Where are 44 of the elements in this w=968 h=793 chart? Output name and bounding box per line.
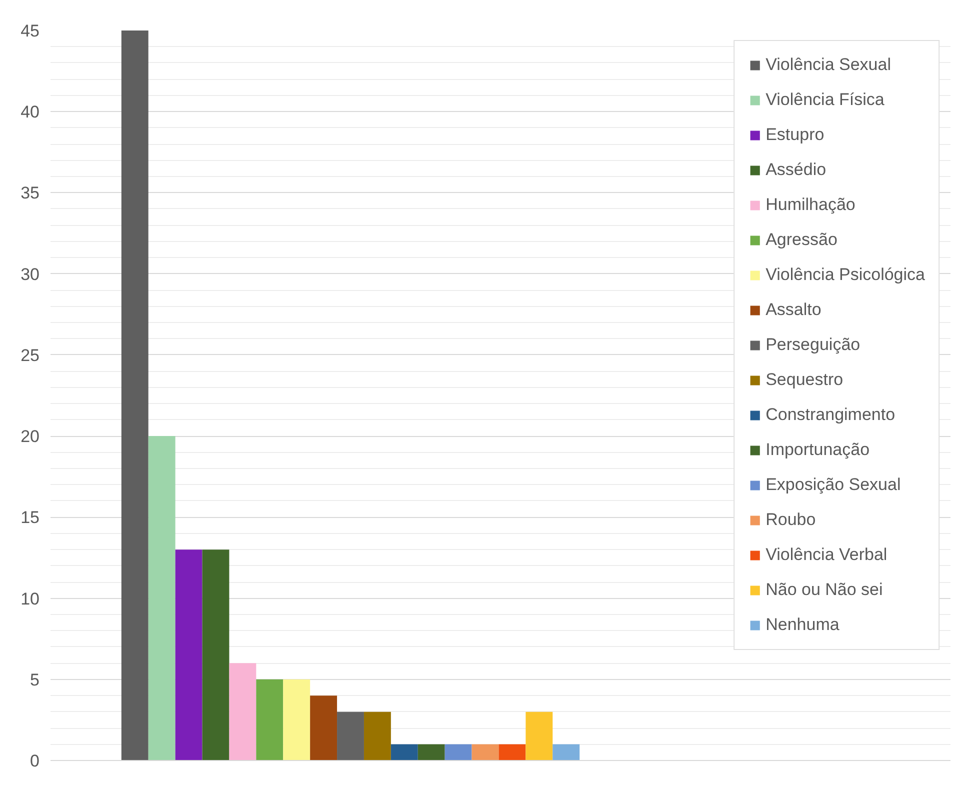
legend-label: Nenhuma bbox=[766, 615, 840, 635]
y-tick-label: 0 bbox=[30, 752, 40, 770]
legend-label: Roubo bbox=[766, 510, 816, 530]
bar bbox=[552, 744, 580, 760]
bar bbox=[337, 712, 364, 760]
y-tick-label: 45 bbox=[20, 22, 40, 40]
y-tick-label: 30 bbox=[20, 264, 40, 284]
legend-label: Perseguição bbox=[766, 335, 860, 355]
legend-label: Violência Psicológica bbox=[766, 265, 925, 285]
y-tick-label: 35 bbox=[20, 184, 40, 203]
legend-label: Não ou Não sei bbox=[766, 580, 883, 600]
legend-label: Sequestro bbox=[766, 370, 844, 390]
legend-label: Violência Física bbox=[766, 90, 884, 110]
legend-label: Humilhação bbox=[766, 195, 856, 215]
bar bbox=[310, 696, 338, 760]
y-tick-label: 15 bbox=[20, 508, 40, 528]
bar bbox=[283, 679, 310, 760]
legend-label: Exposição Sexual bbox=[766, 475, 901, 495]
legend-label: Constrangimento bbox=[766, 405, 896, 425]
bar bbox=[148, 436, 176, 760]
bar bbox=[256, 679, 284, 760]
legend-label: Assalto bbox=[766, 300, 822, 320]
bar bbox=[418, 744, 445, 760]
bar bbox=[526, 712, 553, 760]
bar bbox=[202, 550, 230, 760]
legend-label: Estupro bbox=[766, 125, 824, 145]
bar bbox=[229, 663, 256, 760]
bar bbox=[444, 744, 472, 760]
legend-label: Violência Sexual bbox=[766, 55, 891, 75]
y-tick-label: 25 bbox=[20, 346, 40, 365]
bar bbox=[175, 550, 202, 760]
legend-label: Importunação bbox=[766, 440, 870, 460]
y-tick-label: 5 bbox=[30, 670, 40, 690]
legend-label: Agressão bbox=[766, 230, 838, 250]
y-tick-label: 20 bbox=[20, 427, 40, 446]
bar bbox=[390, 744, 418, 760]
y-tick-label: 10 bbox=[20, 589, 40, 608]
legend-label: Violência Verbal bbox=[766, 545, 888, 565]
y-tick-label: 40 bbox=[20, 102, 40, 122]
bar bbox=[498, 744, 526, 760]
legend-label: Assédio bbox=[766, 160, 826, 180]
bar bbox=[364, 712, 391, 760]
bar bbox=[472, 744, 499, 760]
bar bbox=[121, 30, 148, 760]
